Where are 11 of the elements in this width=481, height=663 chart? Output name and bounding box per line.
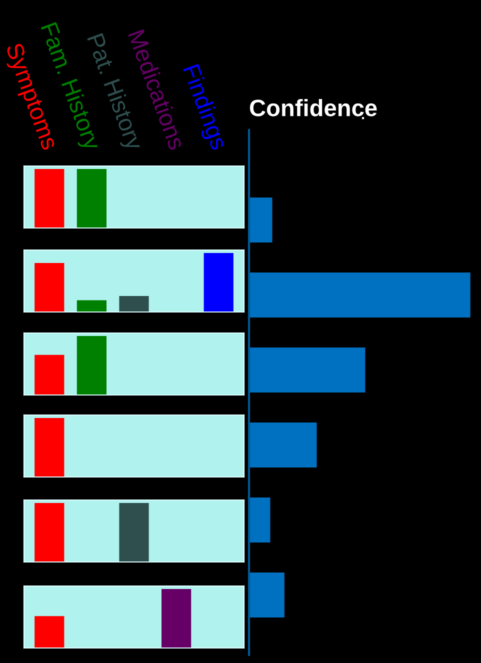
- bar: [249, 348, 366, 392]
- bar: [249, 572, 284, 618]
- bar: [249, 272, 470, 318]
- bar: [76, 300, 106, 312]
- bar: [249, 498, 270, 542]
- bar: [249, 198, 272, 242]
- bar: [119, 296, 149, 312]
- chart-title: Confidence: [250, 99, 377, 116]
- bar: [34, 262, 64, 312]
- bar: [204, 252, 234, 312]
- bar: [249, 422, 317, 468]
